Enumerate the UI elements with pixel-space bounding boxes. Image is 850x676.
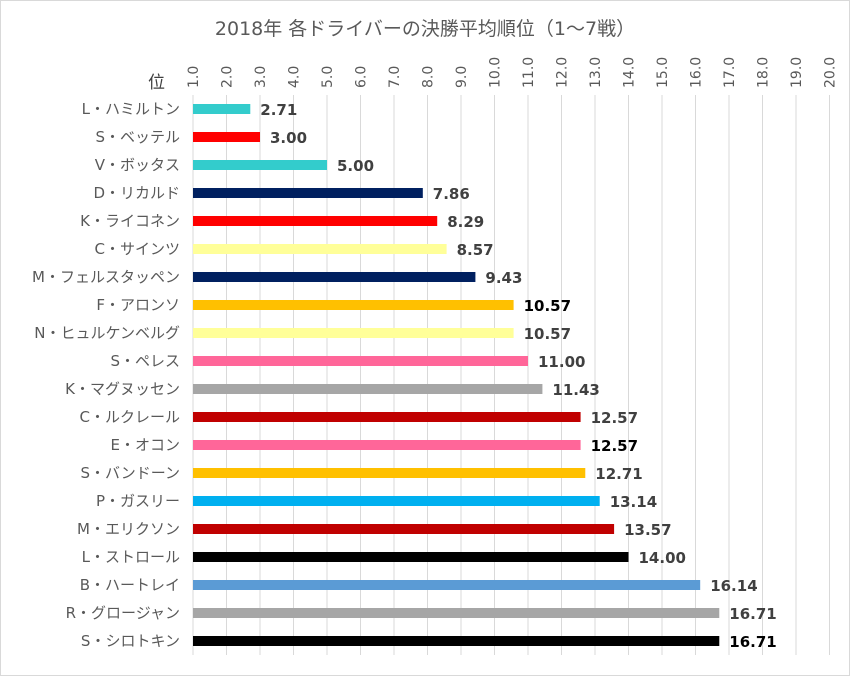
data-label: 12.57 xyxy=(591,409,638,427)
category-label: M・フェルスタッペン xyxy=(32,268,180,286)
x-tick-label: 18.0 xyxy=(756,57,772,88)
category-label: K・ライコネン xyxy=(80,212,180,230)
bar xyxy=(193,440,581,450)
data-label: 12.71 xyxy=(595,465,642,483)
x-tick-label: 13.0 xyxy=(588,57,604,88)
category-label: R・グロージャン xyxy=(66,604,180,622)
bar xyxy=(193,132,260,142)
category-label: S・ベッテル xyxy=(95,128,180,146)
bar xyxy=(193,328,514,338)
data-label: 10.57 xyxy=(524,297,571,315)
category-label: N・ヒュルケンベルグ xyxy=(34,324,180,342)
gridlines xyxy=(192,95,830,655)
x-tick-label: 3.0 xyxy=(253,66,269,88)
data-label: 11.00 xyxy=(538,353,585,371)
bar xyxy=(193,608,720,618)
x-tick-label: 17.0 xyxy=(722,57,738,88)
category-label: P・ガスリー xyxy=(96,492,180,510)
x-tick-label: 14.0 xyxy=(622,57,638,88)
bar xyxy=(193,300,514,310)
bar xyxy=(193,216,438,226)
bar xyxy=(193,272,476,282)
bar xyxy=(193,580,701,590)
category-label: S・シロトキン xyxy=(81,632,180,650)
x-tick-label: 9.0 xyxy=(454,66,470,88)
bar xyxy=(193,356,528,366)
x-tick-label: 6.0 xyxy=(354,66,370,88)
x-axis-unit-label: 位 xyxy=(148,73,165,93)
category-label: K・マグヌッセン xyxy=(65,380,180,398)
data-label: 7.86 xyxy=(433,185,470,203)
data-label: 11.43 xyxy=(552,381,599,399)
x-axis-ticks: 1.0 2.0 3.0 4.0 5.0 6.0 7.0 8.0 9.0 10.0 11.0 12.0 1… xyxy=(186,57,839,88)
data-label: 12.57 xyxy=(591,437,638,455)
bar xyxy=(193,104,251,114)
x-tick-label: 19.0 xyxy=(789,57,805,88)
data-label: 8.57 xyxy=(457,241,494,259)
x-tick-label: 12.0 xyxy=(555,57,571,88)
category-label: D・リカルド xyxy=(93,184,180,202)
bar xyxy=(193,188,423,198)
category-label: V・ボッタス xyxy=(95,156,180,174)
category-label: M・エリクソン xyxy=(77,520,180,538)
x-tick-label: 1.0 xyxy=(186,66,202,88)
x-tick-label: 2.0 xyxy=(220,66,236,88)
category-label: S・ペレス xyxy=(110,352,180,370)
data-label: 5.00 xyxy=(337,157,374,175)
data-label: 13.14 xyxy=(610,493,657,511)
bar xyxy=(193,384,543,394)
category-label: L・ハミルトン xyxy=(82,100,180,118)
data-label: 8.29 xyxy=(447,213,484,231)
x-tick-label: 20.0 xyxy=(823,57,839,88)
data-label: 16.14 xyxy=(710,577,757,595)
category-labels: L・ハミルトン S・ベッテル V・ボッタス D・リカルド K・ライコネン C・サインツ M・… xyxy=(32,100,180,650)
category-label: F・アロンソ xyxy=(96,296,180,314)
x-tick-label: 4.0 xyxy=(287,66,303,88)
bar xyxy=(193,496,600,506)
bar xyxy=(193,244,447,254)
bars xyxy=(193,104,720,646)
x-tick-label: 16.0 xyxy=(689,57,705,88)
data-label: 9.43 xyxy=(485,269,522,287)
bar xyxy=(193,552,629,562)
data-label: 13.57 xyxy=(624,521,671,539)
category-label: L・ストロール xyxy=(82,548,180,566)
data-label: 3.00 xyxy=(270,129,307,147)
data-label: 16.71 xyxy=(729,605,776,623)
bar xyxy=(193,636,720,646)
bar xyxy=(193,412,581,422)
data-label: 14.00 xyxy=(639,549,686,567)
x-tick-label: 10.0 xyxy=(488,57,504,88)
bar xyxy=(193,468,586,478)
category-label: C・サインツ xyxy=(95,240,180,258)
bar xyxy=(193,524,615,534)
x-tick-label: 7.0 xyxy=(387,66,403,88)
category-label: S・バンドーン xyxy=(80,464,180,482)
data-label: 2.71 xyxy=(260,101,297,119)
data-labels: 2.713.005.007.868.298.579.4310.5710.5711… xyxy=(260,101,776,651)
bar xyxy=(193,160,327,170)
data-label: 10.57 xyxy=(524,325,571,343)
x-tick-label: 11.0 xyxy=(521,57,537,88)
category-label: C・ルクレール xyxy=(80,408,180,426)
chart-title: 2018年 各ドライバーの決勝平均順位（1〜7戦） xyxy=(214,18,636,40)
x-tick-label: 15.0 xyxy=(655,57,671,88)
x-tick-label: 5.0 xyxy=(320,66,336,88)
x-tick-label: 8.0 xyxy=(421,66,437,88)
category-label: E・オコン xyxy=(111,436,180,454)
category-label: B・ハートレイ xyxy=(80,576,180,594)
data-label: 16.71 xyxy=(729,633,776,651)
